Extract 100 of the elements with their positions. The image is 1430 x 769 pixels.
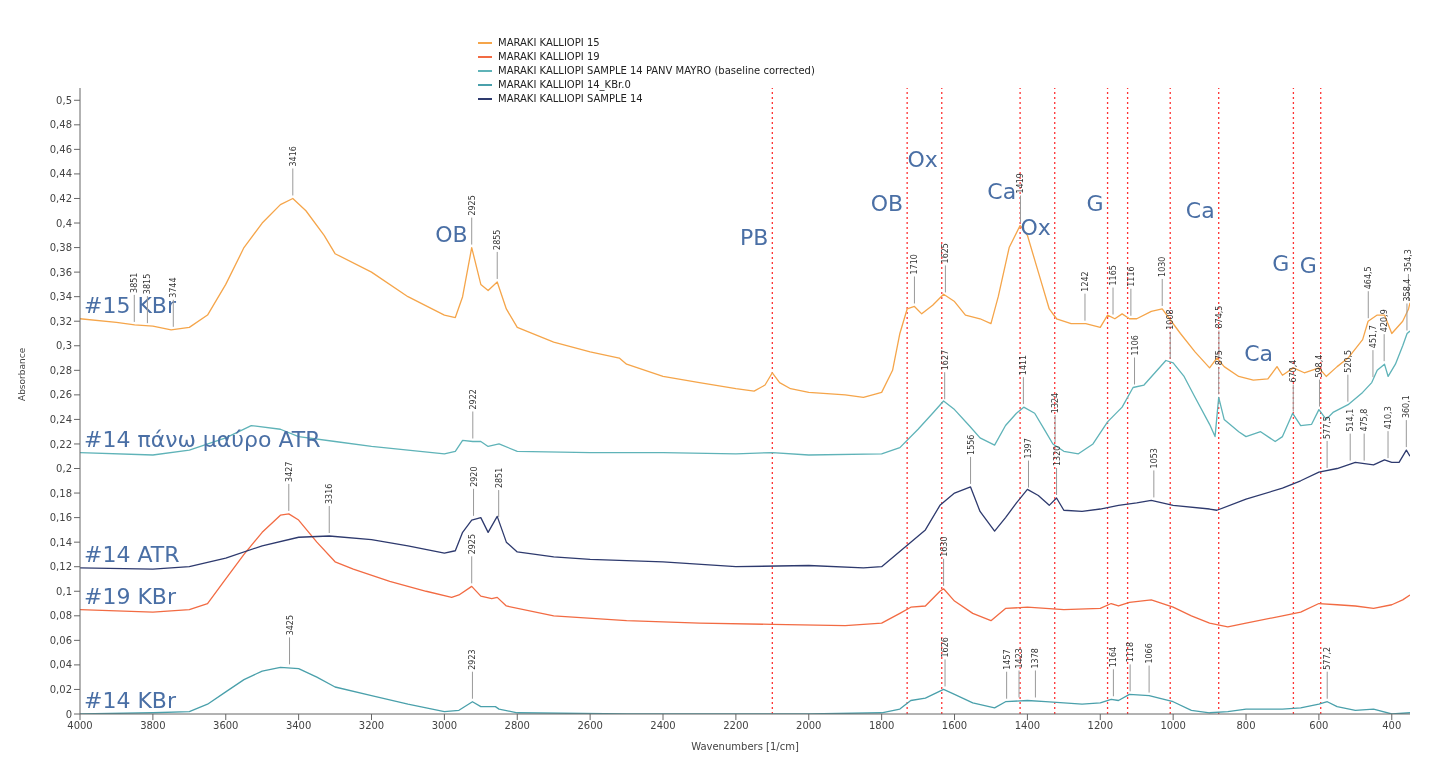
annotation: 1165 — [1109, 265, 1119, 286]
x-axis-title: Wavenumbers [1/cm] — [691, 741, 799, 752]
y-tick-label: 0,3 — [56, 340, 72, 352]
annotation: 1242 — [1080, 271, 1090, 292]
y-tick-label: 0,34 — [49, 291, 72, 303]
annotation: 875 — [1214, 350, 1224, 366]
x-tick-label: 3200 — [358, 720, 385, 732]
annotation: OB — [870, 190, 904, 216]
x-tick-label: 3400 — [285, 720, 312, 732]
annotation: 451,7 — [1368, 325, 1378, 349]
x-tick-label: 1400 — [1014, 720, 1041, 732]
x-tick-label: 3600 — [213, 720, 239, 732]
annotation: 2925 — [467, 533, 477, 555]
annotation: 598,4 — [1315, 354, 1325, 378]
annotation: 1457 — [1002, 649, 1012, 670]
y-tick-label: 0,36 — [49, 266, 72, 278]
annotation: 1411 — [1019, 354, 1029, 376]
x-tick-label: 800 — [1236, 720, 1256, 732]
x-tick-label: 1800 — [868, 720, 895, 732]
y-tick-label: 0,48 — [49, 119, 72, 131]
y-tick-label: 0,5 — [56, 94, 72, 106]
annotation: 3815 — [143, 273, 153, 295]
x-tick-label: 2800 — [504, 720, 530, 732]
annotation: 1053 — [1149, 448, 1159, 469]
annotation: 1627 — [940, 349, 950, 371]
y-tick-label: 0,42 — [49, 193, 72, 205]
annotation: 1378 — [1031, 648, 1041, 669]
annotation: 2923 — [468, 649, 478, 670]
annotation: #14 KBr — [84, 688, 177, 713]
x-tick-label: 2600 — [577, 720, 603, 732]
annotation: 1106 — [1130, 335, 1140, 356]
annotation: 1626 — [941, 637, 951, 658]
annotation: 1625 — [941, 243, 951, 264]
x-tick-label: 1000 — [1160, 720, 1186, 732]
annotation: 1423 — [1015, 648, 1025, 669]
annotation: 520,5 — [1343, 349, 1353, 373]
legend-label: MARAKI KALLIOPI SAMPLE 14 PANV MAYRO (baseline corrected) — [498, 64, 815, 78]
annotation: Ca — [1185, 198, 1215, 224]
annotation: 360,1 — [1402, 395, 1412, 419]
y-tick-label: 0,28 — [49, 364, 72, 376]
annotation: 1710 — [910, 254, 920, 275]
x-tick-label: 1200 — [1087, 720, 1113, 732]
y-tick-label: 0,4 — [56, 217, 72, 229]
x-tick-label: 2400 — [650, 720, 676, 732]
annotation: 354,3 — [1404, 249, 1414, 273]
annotation: #19 KBr — [84, 583, 177, 609]
legend-label: MARAKI KALLIOPI 14_KBr.0 — [498, 78, 631, 92]
y-tick-label: 0,38 — [49, 242, 72, 254]
x-tick-label: 3000 — [431, 720, 458, 732]
annotation: Ox — [907, 146, 938, 172]
annotation: 1008 — [1166, 309, 1176, 330]
legend-label: MARAKI KALLIOPI SAMPLE 14 — [498, 92, 643, 106]
annotation: 1630 — [939, 536, 949, 557]
y-axis-title: Absorbance — [17, 347, 28, 401]
annotation: 1116 — [1126, 266, 1136, 287]
y-tick-label: 0,06 — [49, 634, 72, 646]
y-tick-label: 0,02 — [49, 684, 72, 695]
annotation: 1320 — [1052, 445, 1062, 466]
y-tick-label: 0,2 — [56, 463, 72, 475]
annotation: G — [1086, 190, 1104, 216]
annotation: 874,5 — [1214, 305, 1224, 329]
y-tick-label: 0,16 — [49, 512, 72, 524]
annotation: 577,5 — [1323, 416, 1333, 439]
annotation: 3316 — [325, 483, 335, 505]
annotation: PB — [739, 225, 769, 251]
annotation: 1030 — [1158, 256, 1168, 277]
annotation: 3427 — [284, 461, 294, 482]
annotation: G — [1299, 253, 1317, 279]
y-tick-label: 0,18 — [49, 487, 72, 499]
annotation: 3416 — [288, 146, 298, 167]
annotation: 420,9 — [1380, 309, 1390, 333]
annotation: 577,2 — [1323, 646, 1333, 670]
annotation: 3744 — [169, 277, 179, 298]
annotation: G — [1272, 251, 1290, 277]
annotation: Ca — [1244, 340, 1273, 366]
annotation: 1397 — [1024, 438, 1034, 459]
annotation: 410,3 — [1384, 406, 1394, 430]
annotation: Ox — [1020, 215, 1051, 241]
annotation: 2851 — [494, 467, 504, 489]
annotation: #14 ATR — [84, 541, 180, 567]
y-tick-label: 0,26 — [49, 389, 72, 401]
x-tick-label: 400 — [1382, 720, 1402, 732]
annotation: 514,1 — [1346, 408, 1356, 432]
x-tick-label: 600 — [1309, 720, 1329, 732]
annotation: 1164 — [1109, 646, 1119, 668]
y-tick-label: 0,12 — [49, 561, 72, 573]
annotation: 3425 — [285, 615, 295, 636]
legend-label: MARAKI KALLIOPI 15 — [498, 36, 600, 50]
legend-label: MARAKI KALLIOPI 19 — [498, 50, 600, 64]
y-tick-label: 0,1 — [56, 585, 72, 597]
annotation: OB — [435, 221, 468, 247]
y-tick-label: 0 — [65, 708, 72, 720]
annotation: 1324 — [1051, 392, 1061, 414]
y-tick-label: 0,14 — [49, 536, 72, 548]
y-tick-label: 0,46 — [49, 143, 72, 155]
annotation: 1066 — [1145, 643, 1155, 664]
annotation: 1118 — [1126, 642, 1136, 663]
y-tick-label: 0,22 — [49, 438, 72, 450]
x-tick-label: 4000 — [67, 720, 93, 732]
annotation: 1419 — [1016, 173, 1026, 194]
